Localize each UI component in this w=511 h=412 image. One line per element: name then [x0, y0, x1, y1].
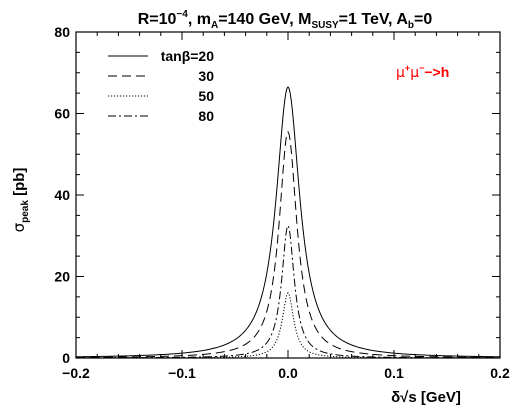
- legend-label-50: 50: [198, 88, 214, 104]
- plot-area: [75, 31, 501, 359]
- y-tick-label: 20: [54, 269, 70, 285]
- legend-label-20: tanβ=20: [161, 48, 215, 64]
- x-tick-label: 0.2: [490, 365, 510, 381]
- y-tick-label: 0: [62, 350, 70, 366]
- process-annotation: μ+μ−−>h: [396, 63, 449, 81]
- series-line-tanb-50: [76, 291, 500, 358]
- series-line-tanb-30: [76, 130, 500, 358]
- y-tick-label: 40: [54, 187, 70, 203]
- y-tick-label: 80: [54, 24, 70, 40]
- legend-label-80: 80: [198, 108, 214, 124]
- x-tick-label: −0.2: [62, 365, 90, 381]
- x-tick-label: 0.0: [278, 365, 298, 381]
- x-tick-label: −0.1: [168, 365, 196, 381]
- series-line-tanb-80: [76, 224, 500, 358]
- plot-frame: [75, 31, 501, 359]
- legend: tanβ=20 30 50 80: [108, 48, 214, 124]
- x-tick-label: 0.1: [384, 365, 404, 381]
- axis-ticks: −0.2 −0.1 0.0 0.1 0.2 0 20 40 60 80: [54, 24, 510, 381]
- x-axis-label: δ√s [GeV]: [391, 389, 461, 406]
- legend-label-30: 30: [198, 68, 214, 84]
- y-axis-label: σpeak [pb]: [10, 168, 31, 233]
- chart-title: R=10−4, mA=140 GeV, MSUSY=1 TeV, Ab=0: [138, 9, 433, 31]
- series-line-tanb-20: [76, 86, 500, 358]
- y-tick-label: 60: [54, 106, 70, 122]
